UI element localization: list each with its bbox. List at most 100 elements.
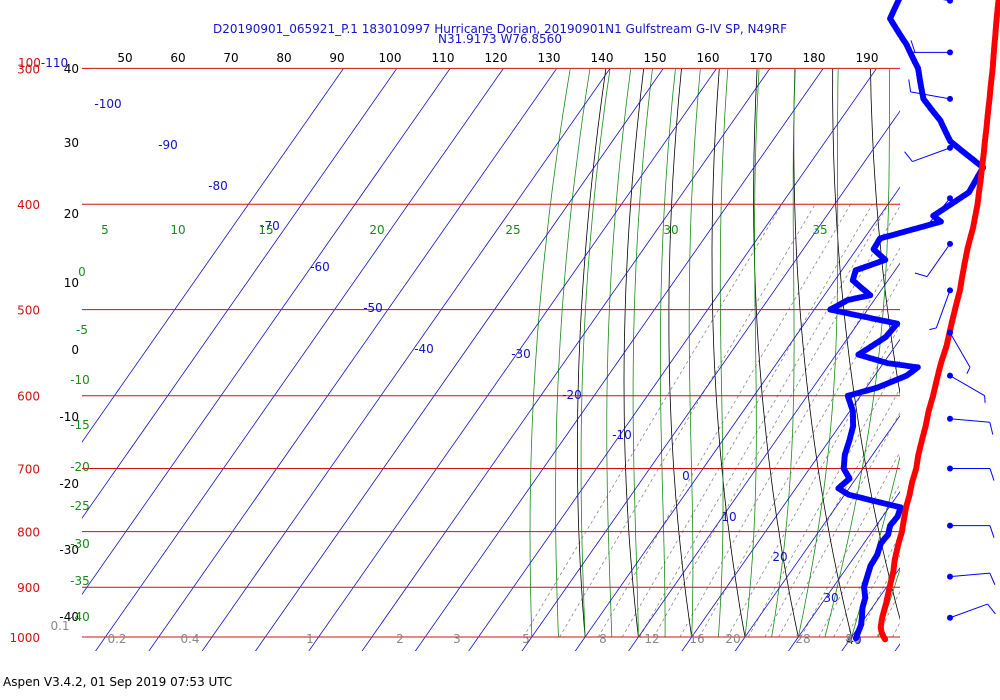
mixing-ratio-label: 8 [599, 632, 607, 646]
pressure-label: 900 [17, 581, 40, 595]
wind-barb-shaft [935, 290, 951, 329]
moist-adiabat-label: -10 [70, 373, 90, 387]
isotherm-label: -80 [208, 179, 228, 193]
wind-barb-flag [989, 572, 996, 585]
isotherm-label: -90 [158, 138, 178, 152]
wind-barb-flag [910, 40, 916, 53]
wind-barb-flag [929, 327, 937, 331]
mixing-ratio-label: 0.2 [107, 632, 126, 646]
isotherm-line [734, 414, 900, 651]
wind-barb-shaft [949, 332, 971, 368]
moist-adiabat-label: 10 [170, 223, 185, 237]
moist-adiabat-label: 0 [78, 265, 86, 279]
dry-adiabat-axis-label: 40 [64, 62, 79, 76]
chart-title: D20190901_065921_P.1 183010997 Hurricane… [212, 22, 788, 36]
moist-adiabat-label: -5 [76, 323, 88, 337]
pressure-label: 500 [17, 304, 40, 318]
pressure-label: 700 [17, 463, 40, 477]
moist-adiabat-label: -15 [70, 418, 90, 432]
moist-adiabat-label: -35 [70, 574, 90, 588]
mixing-ratio-line [918, 204, 1000, 637]
wind-barb-flag [908, 79, 912, 92]
wind-barb-flag [989, 422, 994, 435]
dry-adiabat-line [711, 69, 746, 638]
wind-barb-shaft [949, 418, 990, 423]
wind-barb-flag [966, 367, 971, 374]
isotherm-line [995, 0, 1000, 660]
dry-adiabat-top-label: 60 [170, 51, 185, 65]
isotherm-label: -100 [94, 97, 121, 111]
dry-adiabat-axis-label: 10 [64, 276, 79, 290]
wind-barb-shaft [949, 375, 985, 397]
mixing-ratio-label: 16 [689, 632, 704, 646]
mixing-ratio-label: 28 [795, 632, 810, 646]
isotherm-line [82, 69, 344, 443]
pressure-label: 400 [17, 198, 40, 212]
dry-adiabat-axis-label: -40 [59, 610, 79, 624]
wind-barb-shaft [912, 147, 951, 163]
mixing-ratio-label: 3 [453, 632, 461, 646]
isotherm-line [841, 567, 900, 651]
isotherm-label: 0 [682, 469, 690, 483]
dewpoint-point [897, 0, 902, 2]
isotherm-label: 30 [823, 591, 838, 605]
dry-adiabat-axis-label: 30 [64, 136, 79, 150]
dry-adiabat-line [832, 69, 900, 621]
wind-barb-shaft [949, 603, 988, 619]
moist-adiabat-label: 15 [258, 223, 273, 237]
dry-adiabat-line [870, 69, 900, 396]
isotherm-label: -70 [260, 219, 280, 233]
isotherm-label: 10 [721, 510, 736, 524]
moist-adiabat-line [958, 0, 1000, 637]
isotherm-line [308, 69, 717, 651]
mixing-ratio-label: 2 [396, 632, 404, 646]
moist-adiabat-line [688, 69, 701, 638]
isotherm-line [95, 69, 504, 651]
dry-adiabat-axis-label: 20 [64, 207, 79, 221]
isotherm-line [361, 69, 771, 651]
isotherm-label: 20 [772, 550, 787, 564]
dry-adiabat-top-label: 80 [276, 51, 291, 65]
isotherm-line [201, 69, 611, 651]
moist-adiabat-line [580, 69, 611, 638]
dry-adiabat-axis-label: -10 [59, 410, 79, 424]
mixing-ratio-line [523, 203, 783, 638]
moist-adiabat-line [824, 69, 891, 638]
dry-adiabat-top-label: 140 [591, 51, 614, 65]
pressure-label: 800 [17, 526, 40, 540]
wind-barb-shaft [910, 91, 951, 100]
isotherm-line [468, 69, 877, 651]
dry-adiabat-top-label: 90 [329, 51, 344, 65]
isotherm-line [414, 69, 824, 651]
moist-adiabat-line [744, 69, 760, 638]
moist-adiabat-line [771, 69, 796, 638]
mixing-ratio-label: 0.1 [50, 619, 69, 633]
moist-adiabat-label: -25 [70, 499, 90, 513]
isotherm-line [681, 338, 900, 651]
moist-adiabat-label: -30 [70, 537, 90, 551]
moist-adiabat-label: 5 [101, 223, 109, 237]
dry-adiabat-top-label: 100 [379, 51, 402, 65]
isotherm-line [255, 69, 664, 651]
isotherm-label: -30 [511, 347, 531, 361]
temperature-point [996, 0, 1000, 1]
isotherm-line [148, 69, 557, 651]
wind-barb-flag [904, 151, 913, 162]
dry-adiabat-line [623, 69, 645, 638]
dry-adiabat-line [668, 69, 693, 638]
dry-adiabat-top-label: 50 [117, 51, 132, 65]
moist-adiabat-line [606, 69, 632, 638]
dry-adiabat-line [577, 69, 607, 638]
plot-area [82, 0, 1000, 660]
dry-adiabat-top-label: 110 [432, 51, 455, 65]
moist-adiabat-label: 20 [369, 223, 384, 237]
wind-barb-flag [914, 272, 928, 278]
isotherm-line [574, 186, 900, 651]
wind-barb-flag [989, 468, 995, 481]
dry-adiabat-top-label: 180 [803, 51, 826, 65]
moist-adiabat-label: -20 [70, 460, 90, 474]
pressure-label: 1000 [9, 631, 40, 645]
wind-barb-shaft [923, 197, 951, 230]
pressure-label: 600 [17, 390, 40, 404]
